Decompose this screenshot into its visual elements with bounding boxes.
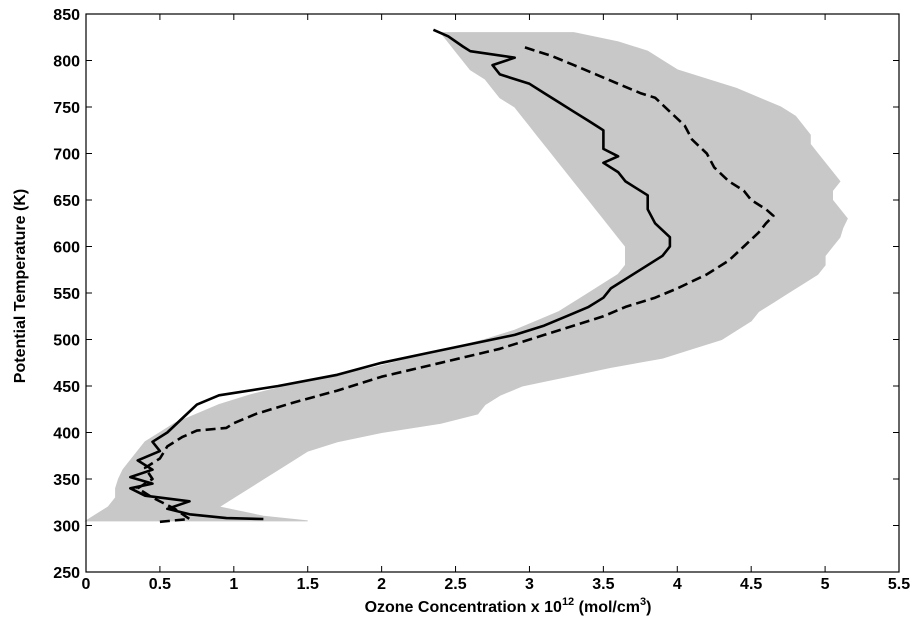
x-axis-title-prefix: Ozone Concentration x 10 xyxy=(365,599,562,616)
x-tick-label: 1.5 xyxy=(297,576,319,593)
x-axis-title-exponent: 12 xyxy=(562,596,574,608)
y-tick-label: 450 xyxy=(53,379,80,396)
x-tick-label: 0.5 xyxy=(149,576,171,593)
y-tick-label: 600 xyxy=(53,240,80,257)
dashed-profile-line xyxy=(136,45,775,524)
x-tick-label: 5.5 xyxy=(888,576,910,593)
x-tick-label: 4 xyxy=(673,576,682,593)
x-tick-label: 2 xyxy=(377,576,386,593)
y-tick-label: 850 xyxy=(53,7,80,24)
solid-profile-line xyxy=(129,28,672,521)
y-tick-label: 750 xyxy=(53,100,80,117)
y-tick-label: 500 xyxy=(53,333,80,350)
x-tick-label: 5 xyxy=(821,576,830,593)
profile-envelope xyxy=(84,32,848,522)
x-tick-label: 4.5 xyxy=(740,576,762,593)
y-tick-label: 550 xyxy=(53,286,80,303)
y-tick-label: 800 xyxy=(53,54,80,71)
x-axis-title-unit: (mol/cm xyxy=(574,599,640,616)
x-tick-label: 3.5 xyxy=(592,576,614,593)
y-tick-label: 650 xyxy=(53,193,80,210)
y-tick-label: 400 xyxy=(53,426,80,443)
x-axis-title-close: ) xyxy=(646,599,651,616)
x-tick-label: 0 xyxy=(82,576,91,593)
plot-area xyxy=(84,13,900,573)
x-tick-label: 1 xyxy=(229,576,238,593)
y-tick-label: 350 xyxy=(53,472,80,489)
x-axis-title: Ozone Concentration x 1012 (mol/cm3) xyxy=(365,596,652,616)
y-tick-label: 700 xyxy=(53,147,80,164)
x-axis-title-unit-exponent: 3 xyxy=(640,596,646,608)
y-tick-label: 300 xyxy=(53,519,80,536)
y-axis-title: Potential Temperature (K) xyxy=(12,189,29,383)
axis-ticks xyxy=(85,13,900,573)
y-tick-label: 250 xyxy=(53,565,80,582)
x-tick-label: 3 xyxy=(525,576,534,593)
x-tick-label: 2.5 xyxy=(444,576,466,593)
tick-labels: 0 0.5 1 1.5 2 2.5 3 3.5 4 4.5 5 5.5 250 300 350 400 450 5… xyxy=(53,7,910,593)
